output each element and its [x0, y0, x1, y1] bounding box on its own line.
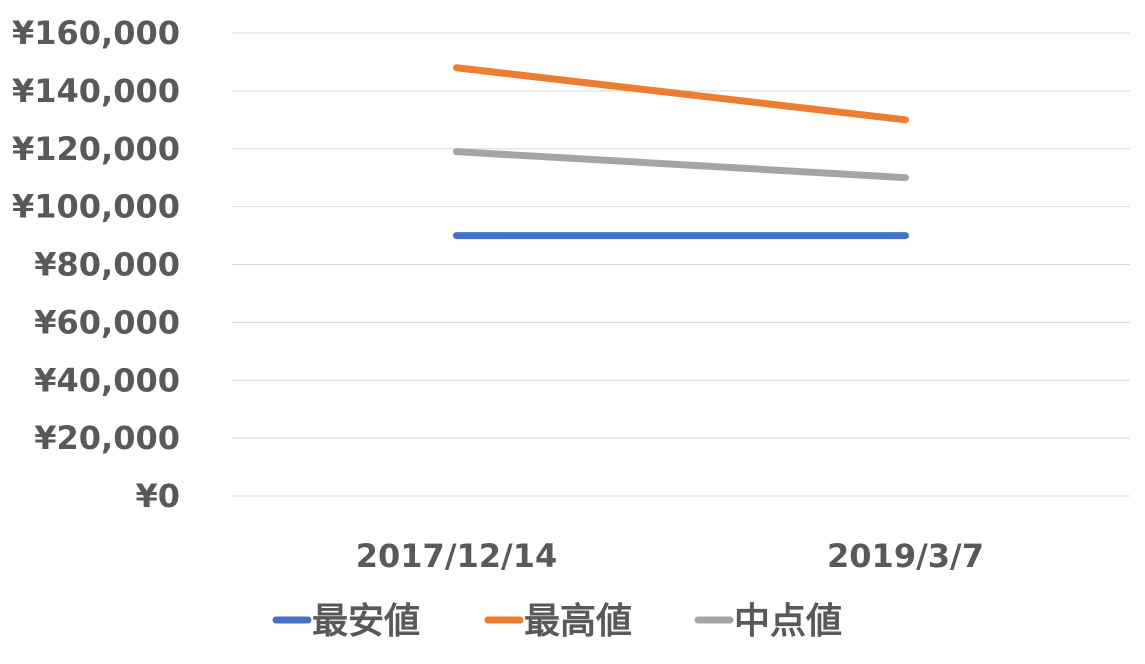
y-tick-label: ¥20,000 — [34, 419, 180, 457]
y-tick-label: ¥0 — [135, 477, 180, 515]
legend-label: 最高値 — [524, 601, 632, 642]
series-lines — [453, 64, 909, 240]
legend-label: 最安値 — [312, 601, 420, 642]
legend-label: 中点値 — [734, 601, 842, 642]
y-tick-label: ¥140,000 — [12, 72, 180, 110]
y-tick-label: ¥120,000 — [12, 130, 180, 168]
y-tick-label: ¥60,000 — [34, 303, 180, 341]
y-tick-label: ¥80,000 — [34, 246, 180, 284]
y-tick-label: ¥160,000 — [12, 14, 180, 52]
y-tick-label: ¥100,000 — [12, 188, 180, 226]
x-axis-labels: 2017/12/14 2019/3/7 — [356, 537, 984, 575]
x-tick-label: 2019/3/7 — [827, 537, 984, 575]
x-tick-label: 2017/12/14 — [356, 537, 558, 575]
series-line-3 — [453, 148, 909, 182]
legend: 最安値 最高値 中点値 — [272, 601, 842, 642]
y-tick-label: ¥40,000 — [34, 361, 180, 399]
series-line-2 — [453, 64, 909, 124]
y-axis-labels: ¥0 ¥20,000 ¥40,000 ¥60,000 ¥80,000 ¥100,000 ¥1… — [12, 14, 180, 515]
gridlines — [232, 32, 1130, 497]
